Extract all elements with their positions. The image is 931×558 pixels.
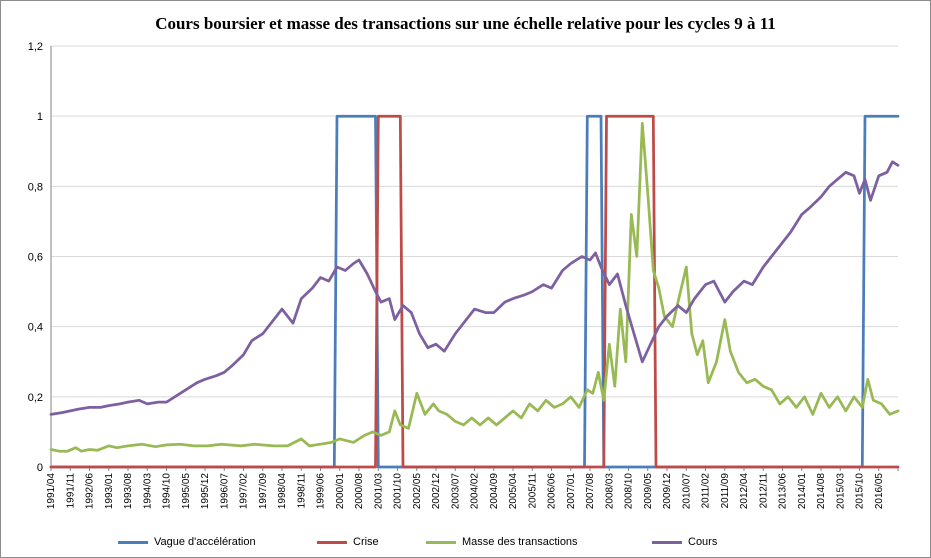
- x-tick-label: 2012/04: [739, 473, 750, 510]
- x-tick-label: 2002/12: [431, 473, 442, 510]
- x-tick-label: 1995/05: [181, 473, 192, 510]
- y-axis: 0 0,2 0,4 0,6 0,8 1 1,2: [28, 41, 52, 474]
- x-tick-label: 2008/03: [604, 473, 615, 510]
- legend-item: Crise: [317, 532, 379, 552]
- x-tick-label: 2011/02: [701, 473, 712, 509]
- series-lines: [49, 114, 900, 469]
- x-tick-label: 2014/08: [816, 473, 827, 510]
- x-tick-label: 2015/03: [835, 473, 846, 510]
- x-tick-label: 2011/09: [720, 473, 731, 509]
- series-line-masse-des-transactions: [49, 121, 900, 453]
- series-line-vague-d-acceleration: [49, 114, 900, 469]
- x-tick-label: 2016/05: [874, 473, 885, 510]
- x-tick-label: 1991/11: [65, 473, 76, 509]
- x-tick-label: 2001/03: [373, 473, 384, 510]
- x-tick-label: 1997/02: [239, 473, 250, 510]
- x-tick-label: 2009/05: [643, 473, 654, 510]
- x-tick-label: 2013/06: [778, 473, 789, 510]
- x-tick-label: 2005/11: [527, 473, 538, 509]
- legend-item: Cours: [652, 532, 717, 552]
- y-tick-label: 0,2: [28, 392, 43, 404]
- x-tick-label: 1992/06: [85, 473, 96, 510]
- x-tick-label: 2004/02: [470, 473, 481, 510]
- legend-swatch: [317, 540, 347, 544]
- y-tick-label: 0,4: [28, 322, 43, 334]
- x-tick-label: 1998/04: [277, 473, 288, 510]
- x-tick-label: 1995/12: [200, 473, 211, 510]
- legend-label: Vague d'accélération: [154, 536, 256, 548]
- x-tick-label: 2009/12: [662, 473, 673, 510]
- legend-item: Masse des transactions: [426, 532, 578, 552]
- x-tick-label: 2000/01: [335, 473, 346, 510]
- legend: Vague d'accélération Crise Masse des trans…: [0, 532, 931, 552]
- x-tick-label: 2000/08: [354, 473, 365, 510]
- legend-label: Cours: [688, 536, 718, 548]
- x-tick-label: 2010/07: [681, 473, 692, 510]
- y-tick-label: 0,6: [28, 252, 43, 264]
- x-tick-label: 1997/09: [258, 473, 269, 510]
- chart-title: Cours boursier et masse des transactions…: [155, 14, 776, 33]
- series-line-cours: [49, 160, 900, 416]
- x-tick-label: 1993/08: [123, 473, 134, 510]
- x-tick-label: 1991/04: [46, 473, 57, 510]
- x-tick-label: 2007/01: [566, 473, 577, 510]
- x-tick-label: 1994/10: [162, 473, 173, 510]
- y-tick-label: 0,8: [28, 181, 43, 193]
- legend-label: Crise: [353, 536, 379, 548]
- x-tick-label: 1998/11: [296, 473, 307, 509]
- x-tick-label: 2015/10: [855, 473, 866, 510]
- x-tick-label: 2003/07: [450, 473, 461, 510]
- x-tick-label: 2007/08: [585, 473, 596, 510]
- legend-swatch: [118, 540, 148, 544]
- x-tick-label: 2004/09: [489, 473, 500, 510]
- legend-item: Vague d'accélération: [118, 532, 256, 552]
- x-tick-label: 2014/01: [797, 473, 808, 510]
- x-tick-label: 2012/11: [758, 473, 769, 509]
- legend-swatch: [652, 540, 682, 544]
- y-tick-label: 1: [37, 111, 43, 123]
- x-tick-label: 2002/05: [412, 473, 423, 510]
- x-tick-label: 1999/06: [316, 473, 327, 510]
- x-tick-label: 2001/10: [393, 473, 404, 510]
- legend-label: Masse des transactions: [462, 536, 578, 548]
- x-tick-label: 2006/06: [547, 473, 558, 510]
- y-tick-label: 0: [37, 462, 43, 474]
- x-tick-label: 1996/07: [219, 473, 230, 510]
- legend-swatch: [426, 540, 456, 544]
- series-line-crise: [49, 114, 900, 469]
- y-tick-label: 1,2: [28, 41, 43, 53]
- x-tick-label: 2008/10: [624, 473, 635, 510]
- x-tick-label: 2005/04: [508, 473, 519, 510]
- x-axis: 1991/04 1991/11 1992/06 1993/01 1993/08 1994/…: [46, 467, 899, 510]
- x-tick-label: 1994/03: [142, 473, 153, 510]
- x-tick-label: 1993/01: [104, 473, 115, 510]
